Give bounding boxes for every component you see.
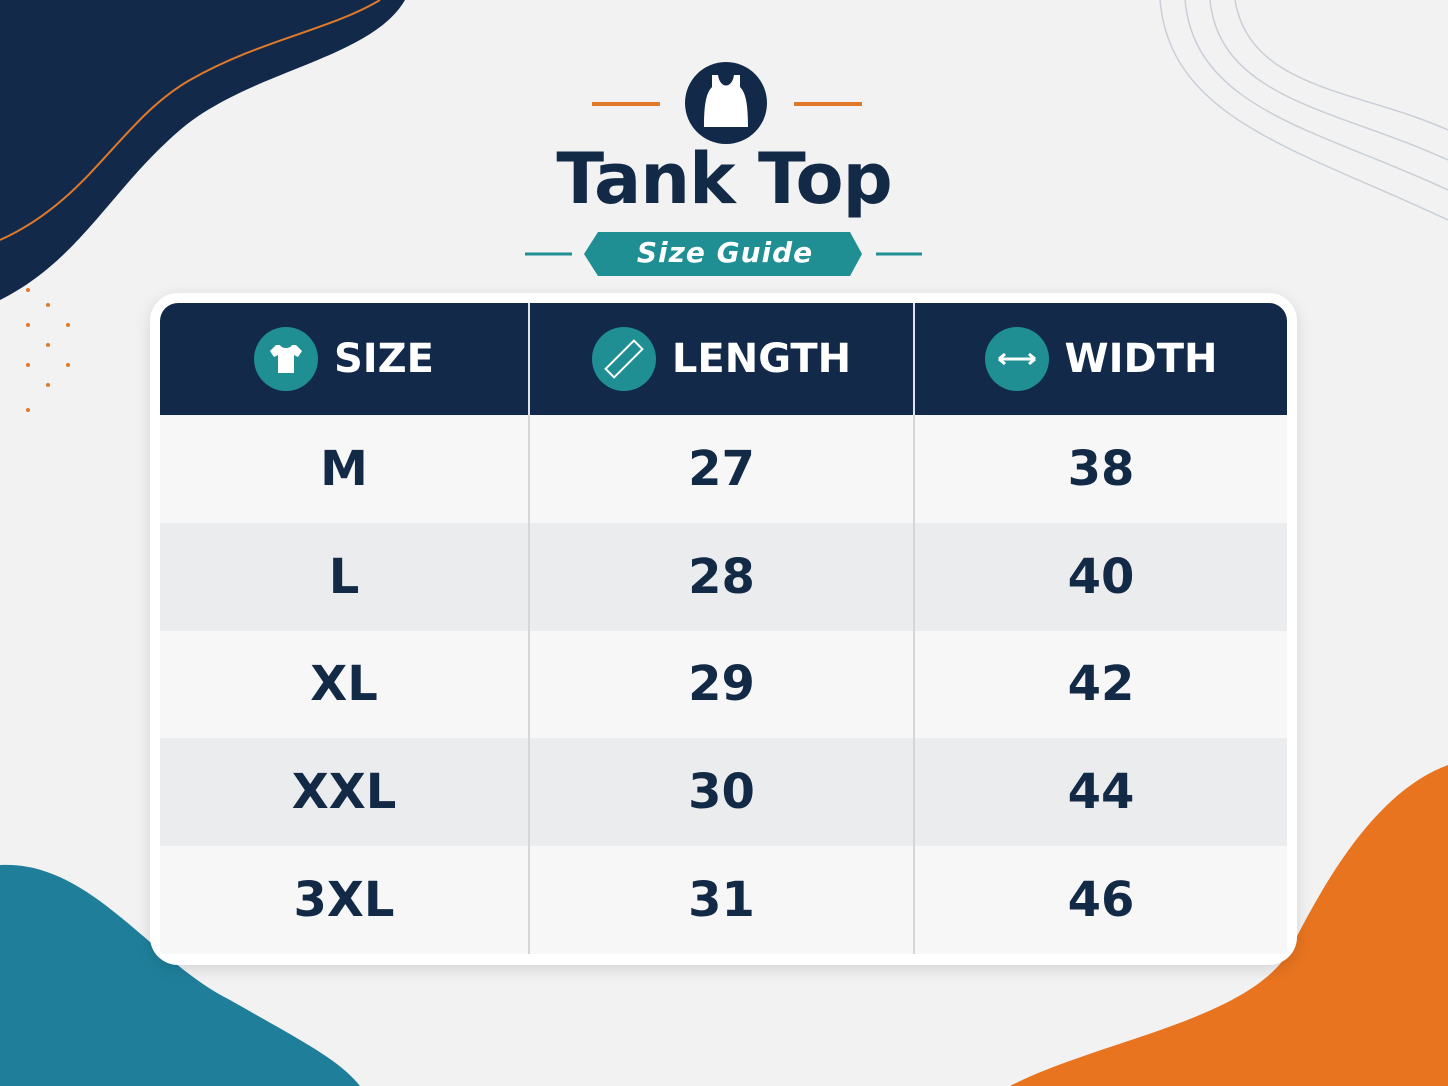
header-cell: WIDTH: [915, 303, 1287, 415]
ruler-icon: [591, 327, 656, 391]
table-cell: 29: [530, 630, 915, 739]
header-cell: LENGTH: [530, 303, 915, 415]
subtitle: Size Guide: [636, 236, 814, 269]
blob-orange: [1010, 765, 1448, 1086]
table-cell: 44: [1067, 764, 1135, 821]
subtitle-banner: [584, 232, 862, 276]
table-cell: 27: [530, 415, 915, 523]
table-row: XXL 30 44: [160, 738, 1287, 847]
table-cell: 40: [1067, 548, 1135, 605]
title: Tank Top: [556, 138, 892, 220]
column-header: WIDTH: [1064, 336, 1218, 382]
table-cell: XL: [160, 630, 530, 739]
arrow-icon: [984, 327, 1049, 391]
column-header: SIZE: [333, 336, 435, 382]
accent-line: [0, 0, 381, 241]
table-cell: 46: [1067, 872, 1135, 929]
table-cell: 3XL: [160, 846, 530, 954]
header-cell: SIZE: [160, 303, 530, 415]
table-row: XL 29 42: [160, 630, 1287, 739]
table-cell: 38: [1067, 440, 1135, 497]
table-cell: L: [160, 522, 530, 631]
column-header: LENGTH: [671, 336, 852, 382]
table-cell: 42: [1067, 656, 1135, 713]
table-row: L 28 40: [160, 522, 1287, 631]
table-cell: M: [160, 415, 530, 523]
table-cell: XXL: [160, 738, 530, 847]
table-cell: 31: [530, 846, 915, 954]
blob-navy: [0, 0, 405, 300]
blob-teal: [0, 864, 360, 1086]
shirt-icon: [253, 327, 318, 391]
size-table: SIZE LENGTH WIDTH M 27 38 L 28 40 XL 29 42 XXL 30 4…: [160, 303, 1287, 954]
table-cell: 30: [530, 738, 915, 847]
table-row: M 27 38: [160, 415, 1287, 523]
table-row: 3XL 31 46: [160, 846, 1287, 954]
tank-shape: [704, 75, 748, 127]
header-row: SIZE LENGTH WIDTH: [160, 303, 1287, 415]
table-cell: 28: [530, 522, 915, 631]
dots: [26, 288, 70, 412]
wave-lines: [1159, 0, 1448, 221]
